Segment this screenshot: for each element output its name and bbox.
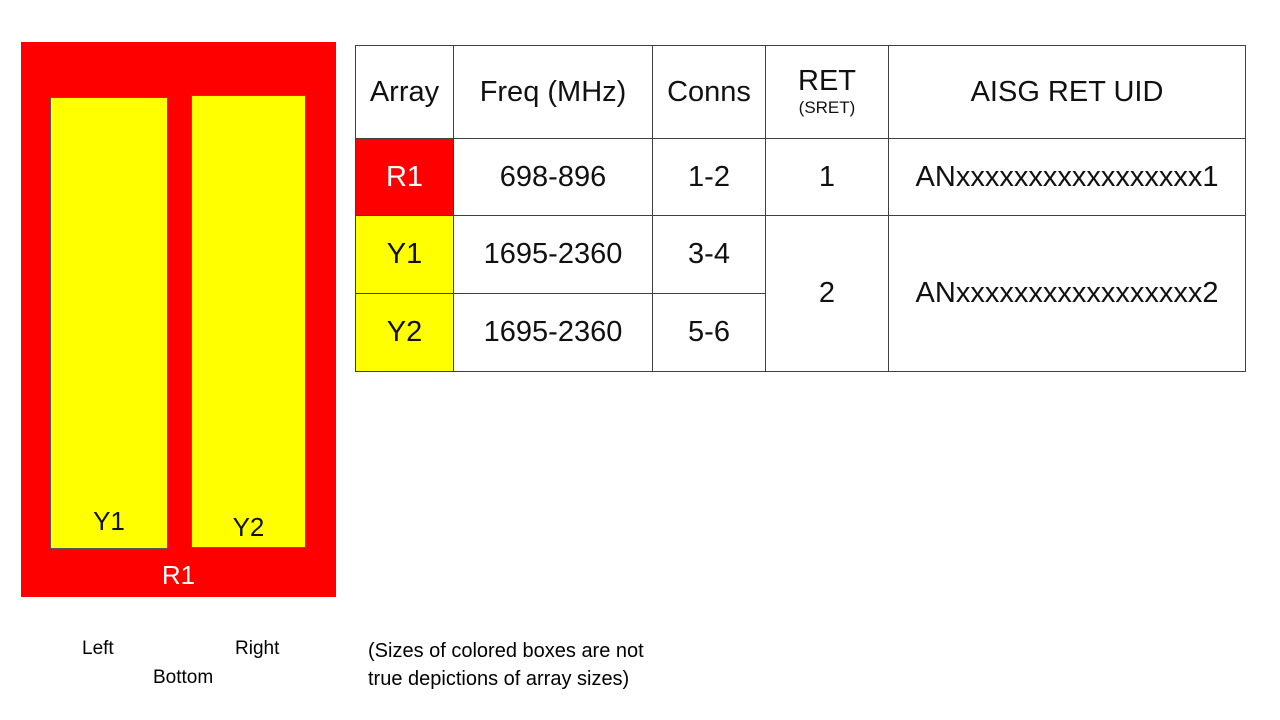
cell-y2-conns: 5-6 bbox=[652, 293, 766, 372]
header-ret-line1: RET bbox=[798, 65, 856, 98]
panel-label-r1: R1 bbox=[161, 560, 196, 590]
array-label-y2: Y2 bbox=[232, 512, 265, 542]
cell-y1-array: Y1 bbox=[355, 215, 454, 294]
cell-r1-ret: 1 bbox=[765, 138, 889, 216]
cell-y1-conns: 3-4 bbox=[652, 215, 766, 294]
cell-y1y2-ret: 2 bbox=[765, 215, 889, 372]
cell-y2-freq: 1695-2360 bbox=[453, 293, 653, 372]
cell-y1y2-uid: ANxxxxxxxxxxxxxxxxx2 bbox=[888, 215, 1246, 372]
header-freq: Freq (MHz) bbox=[453, 45, 653, 139]
orientation-label-left: Left bbox=[82, 638, 114, 659]
size-disclaimer-note: (Sizes of colored boxes are not true dep… bbox=[368, 637, 644, 693]
size-disclaimer-line1: (Sizes of colored boxes are not bbox=[368, 640, 644, 662]
table-header-row: Array Freq (MHz) Conns RET (SRET) AISG R… bbox=[355, 45, 1246, 139]
header-array: Array bbox=[355, 45, 454, 139]
orientation-label-bottom: Bottom bbox=[153, 667, 214, 688]
cell-y1-freq: 1695-2360 bbox=[453, 215, 653, 294]
header-conns: Conns bbox=[652, 45, 766, 139]
header-ret-line2: (SRET) bbox=[798, 98, 856, 118]
header-ret: RET (SRET) bbox=[765, 45, 889, 139]
cell-r1-conns: 1-2 bbox=[652, 138, 766, 216]
antenna-panel-r1: Y1 Y2 R1 bbox=[21, 42, 336, 597]
header-uid: AISG RET UID bbox=[888, 45, 1246, 139]
orientation-label-right: Right bbox=[235, 638, 280, 659]
cell-y2-array: Y2 bbox=[355, 293, 454, 372]
ret-spec-table: Array Freq (MHz) Conns RET (SRET) AISG R… bbox=[355, 45, 1246, 372]
table-row-y2: Y2 1695-2360 5-6 bbox=[355, 293, 1246, 372]
cell-r1-uid: ANxxxxxxxxxxxxxxxxx1 bbox=[888, 138, 1246, 216]
table-row-r1: R1 698-896 1-2 1 ANxxxxxxxxxxxxxxxxx1 bbox=[355, 138, 1246, 216]
table-row-y1: Y1 1695-2360 3-4 2 ANxxxxxxxxxxxxxxxxx2 bbox=[355, 215, 1246, 372]
array-box-y2: Y2 bbox=[191, 95, 306, 548]
size-disclaimer-line2: true depictions of array sizes) bbox=[368, 668, 630, 690]
array-label-y1: Y1 bbox=[93, 506, 125, 536]
cell-r1-freq: 698-896 bbox=[453, 138, 653, 216]
cell-r1-array: R1 bbox=[355, 138, 454, 216]
array-box-y1: Y1 bbox=[50, 97, 168, 549]
